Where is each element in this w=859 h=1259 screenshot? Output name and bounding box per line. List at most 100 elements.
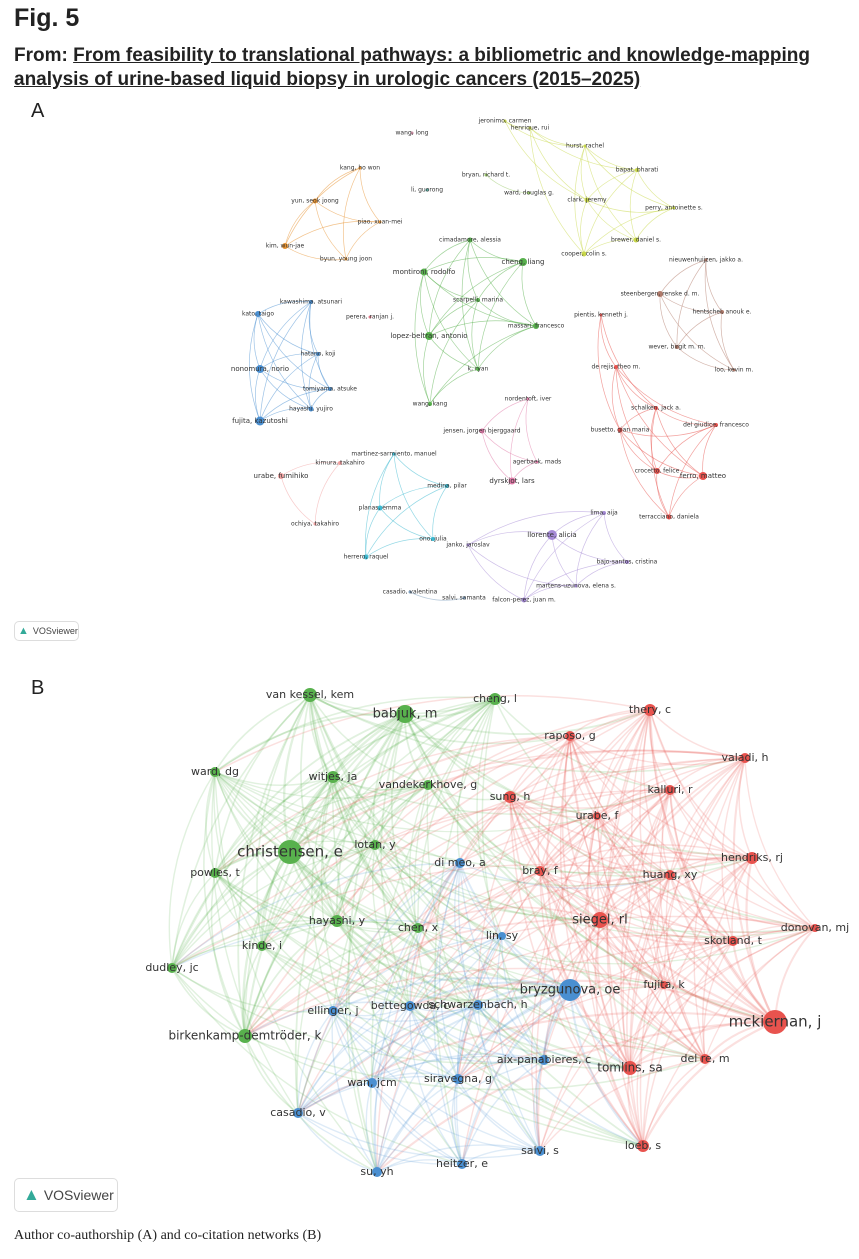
edge	[659, 293, 678, 348]
edge	[261, 844, 376, 947]
edge	[289, 783, 429, 853]
edge	[539, 984, 665, 1152]
node-label: thery, c	[629, 703, 671, 716]
node	[623, 1061, 637, 1075]
edge	[336, 698, 496, 922]
edge	[642, 927, 816, 1147]
edge	[171, 698, 496, 969]
node-label: k, ryan	[468, 366, 489, 373]
node	[526, 397, 530, 401]
edge	[374, 844, 665, 986]
edge	[259, 301, 312, 370]
edge	[459, 862, 503, 937]
edge	[374, 698, 496, 846]
edge	[376, 870, 541, 1173]
edge	[669, 789, 734, 942]
edge	[371, 1053, 545, 1084]
edge	[457, 989, 571, 1080]
edge	[457, 857, 753, 1080]
edge	[636, 169, 675, 209]
edge	[168, 771, 216, 969]
node-label: busetto, gian maria	[591, 427, 650, 434]
edge	[214, 872, 644, 1147]
node	[633, 237, 639, 243]
edge	[564, 735, 601, 921]
edge	[539, 815, 598, 872]
edge	[615, 366, 704, 477]
edge	[569, 709, 651, 737]
edge	[523, 585, 577, 601]
edge	[171, 713, 406, 969]
edge	[300, 694, 338, 922]
edge	[586, 199, 637, 241]
node-label: bryan, richard t.	[462, 172, 510, 179]
edge	[574, 145, 586, 255]
node	[528, 126, 532, 130]
node	[367, 1078, 377, 1088]
edge	[629, 940, 734, 1069]
edge	[409, 1005, 545, 1061]
edge	[509, 796, 601, 921]
edge	[731, 857, 753, 942]
edge	[253, 313, 261, 370]
edge	[599, 919, 816, 945]
node-label: byun, young joon	[320, 256, 372, 263]
edge	[332, 776, 463, 1165]
edge	[432, 485, 448, 540]
edge	[404, 713, 706, 1060]
node	[453, 1074, 463, 1084]
edge	[404, 713, 816, 929]
node-label: sung, h	[490, 790, 531, 803]
node-label: wever, birgit m. m.	[648, 344, 705, 351]
edge	[314, 200, 381, 223]
caption: Author co-authorship (A) and co-citation…	[14, 1228, 322, 1243]
edge	[213, 771, 263, 947]
node	[445, 484, 449, 488]
edge	[659, 259, 707, 295]
edge	[214, 771, 411, 1007]
edge	[376, 989, 571, 1173]
edge	[289, 851, 571, 992]
edge	[635, 207, 675, 241]
node	[521, 597, 527, 603]
edge	[371, 1082, 541, 1152]
edge	[309, 301, 331, 390]
node	[312, 198, 318, 204]
node	[455, 858, 465, 868]
edge	[663, 984, 706, 1060]
edge	[569, 735, 671, 791]
edge	[596, 709, 651, 817]
edge	[203, 771, 246, 1037]
edge	[438, 862, 461, 1080]
edge	[244, 1001, 411, 1037]
node-label: kato, taigo	[242, 311, 274, 318]
edge	[214, 698, 496, 874]
edge	[615, 366, 657, 409]
edge	[297, 989, 571, 1114]
edge	[461, 1059, 545, 1165]
edge	[376, 1004, 479, 1173]
node	[746, 852, 758, 864]
node	[581, 251, 587, 257]
node	[420, 268, 428, 276]
node-label: kim, wun-jae	[266, 243, 305, 250]
article-link[interactable]: From feasibility to translational pathwa…	[14, 45, 810, 90]
edge	[374, 784, 429, 846]
edges	[249, 120, 735, 601]
edge	[481, 398, 529, 432]
edge	[703, 940, 734, 1060]
edge	[332, 1010, 541, 1152]
node-label: urabe, fumihiko	[254, 472, 309, 480]
edge	[314, 462, 341, 525]
edge	[171, 919, 338, 969]
edge	[309, 694, 631, 1069]
edge	[297, 870, 541, 1114]
edge	[244, 918, 601, 1037]
edge	[214, 694, 311, 773]
edge	[459, 862, 545, 1061]
edge	[627, 1067, 644, 1147]
edge	[214, 872, 338, 922]
source: From: From feasibility to translational …	[14, 44, 844, 92]
edge	[314, 167, 361, 202]
edge	[332, 776, 671, 877]
